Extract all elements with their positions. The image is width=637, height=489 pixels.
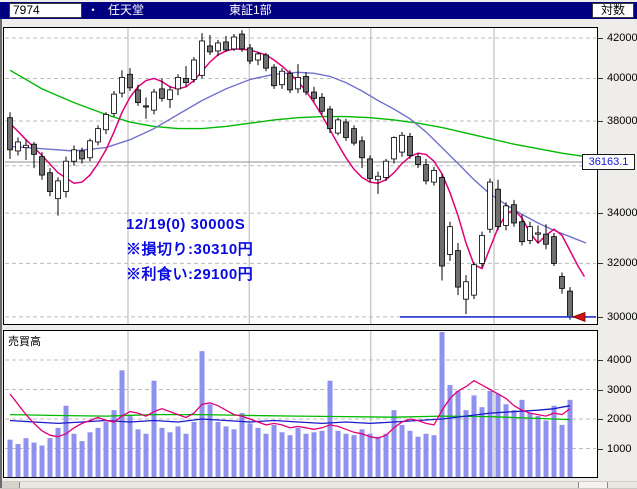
trade-annotation-line-3: ※利食い:29100円	[126, 266, 254, 283]
volume-axis-label: 1000	[607, 443, 632, 455]
volume-canvas[interactable]	[3, 330, 598, 478]
horizontal-scrollbar[interactable]	[0, 481, 637, 488]
volume-axis-label: 4000	[607, 354, 632, 366]
volume-panel-label: 売買高	[8, 336, 41, 348]
scale-mode-box[interactable]: 対数	[592, 3, 634, 18]
price-axis-tick	[598, 78, 603, 79]
price-axis-label: 34000	[607, 207, 637, 219]
current-price-marker: 36163.1	[582, 154, 635, 170]
trade-annotation-line-2: ※損切り:30310円	[126, 241, 254, 258]
market-section-label: 東証1部	[229, 3, 272, 17]
volume-axis-tick	[598, 419, 603, 420]
price-axis-tick	[598, 121, 603, 122]
scrollbar-left-button[interactable]	[2, 482, 20, 488]
volume-axis-tick	[598, 390, 603, 391]
price-axis-tick	[598, 317, 603, 318]
price-axis-label: 40000	[607, 72, 637, 84]
window-left-edge	[0, 19, 2, 488]
price-axis-tick	[598, 38, 603, 39]
scrollbar-thumb[interactable]	[578, 482, 608, 488]
price-axis-label: 38000	[607, 115, 637, 127]
volume-axis-tick	[598, 360, 603, 361]
price-axis-label: 42000	[607, 32, 637, 44]
volume-axis-label: 2000	[607, 413, 632, 425]
volume-axis-tick	[598, 449, 603, 450]
price-axis-label: 30000	[607, 311, 637, 323]
volume-axis-label: 3000	[607, 384, 632, 396]
main-chart-canvas[interactable]	[3, 27, 598, 325]
price-axis-tick	[598, 263, 603, 264]
stock-name-label: 任天堂	[108, 3, 145, 17]
trade-annotation: 12/19(0) 30000S ※損切り:30310円 ※利食い:29100円	[126, 212, 253, 287]
price-axis-tick	[598, 213, 603, 214]
title-separator: ・	[87, 3, 100, 17]
price-axis-label: 32000	[607, 257, 637, 269]
title-bar: 7974 ・ 任天堂 東証1部 対数	[0, 2, 637, 19]
stock-code-box[interactable]: 7974	[9, 3, 82, 18]
trade-annotation-line-1: 12/19(0) 30000S	[126, 216, 246, 233]
